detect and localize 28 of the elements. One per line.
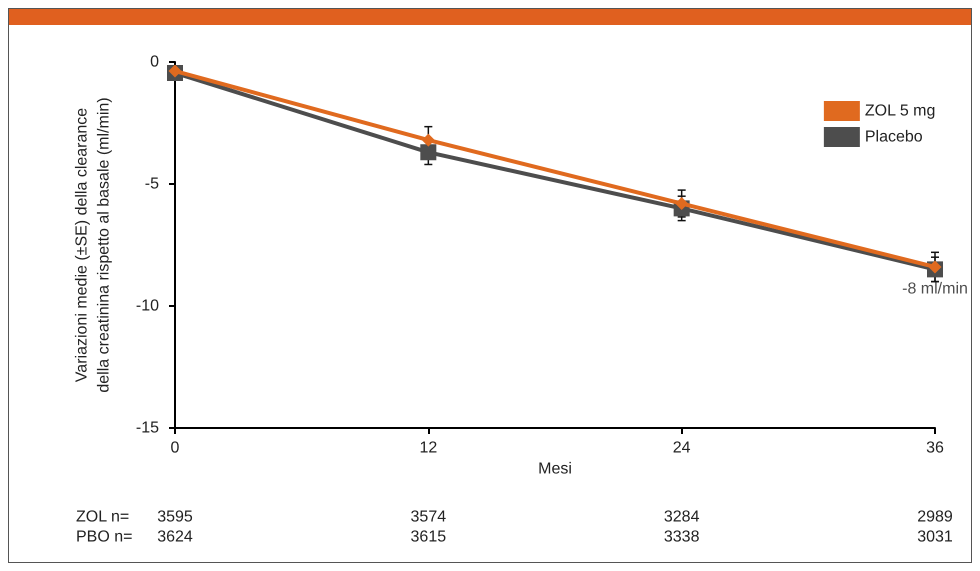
text: 3615 <box>410 528 446 546</box>
text: ZOL n= <box>76 508 130 526</box>
y-axis-title: Variazioni medie (±SE) della clearance della creatinina rispetto al basale (ml/min) <box>74 97 112 393</box>
text: 2989 <box>917 508 953 526</box>
y-tick-label: 0 <box>150 54 160 70</box>
y-tick-label: -15 <box>136 420 160 436</box>
point <box>928 260 942 274</box>
text: 3031 <box>917 528 953 546</box>
text: PBO n= <box>76 528 132 546</box>
legend-label: ZOL 5 mg <box>864 102 936 120</box>
annotation: -8 ml/min <box>902 280 968 298</box>
text: 3338 <box>664 528 700 546</box>
legend-label: Placebo <box>864 128 923 146</box>
x-tick-label: 12 <box>419 440 438 456</box>
x-tick-label: 24 <box>672 440 691 456</box>
y-tick-label: -5 <box>144 176 160 192</box>
x-tick-label: 36 <box>926 440 944 456</box>
y-tick-label: -10 <box>136 298 160 314</box>
point <box>168 64 182 78</box>
text: 3624 <box>157 528 193 546</box>
point <box>420 144 436 160</box>
x-axis-title: Mesi <box>538 460 572 478</box>
point <box>675 197 688 210</box>
text: 3574 <box>410 508 446 526</box>
text: 3284 <box>664 508 700 526</box>
x-tick-label: 0 <box>170 440 180 456</box>
text: 3595 <box>157 508 193 526</box>
point <box>422 134 435 147</box>
